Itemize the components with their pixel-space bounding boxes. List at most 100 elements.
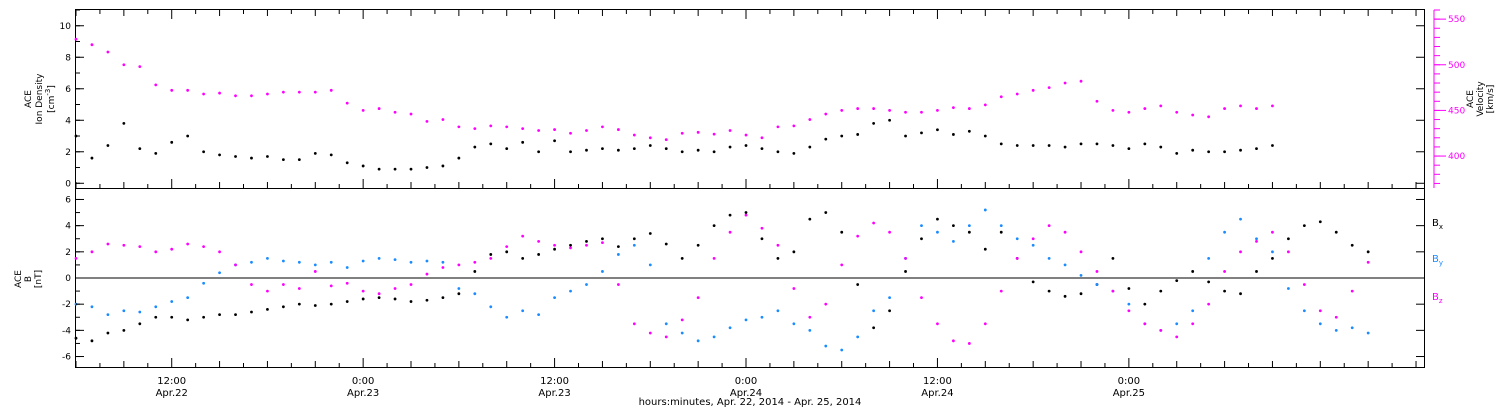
field-series-x-point: [760, 237, 764, 241]
top-right-axis: 400 450 500 550: [1433, 9, 1465, 188]
field-series-y-point: [425, 259, 429, 263]
top-series-0-point: [122, 122, 126, 125]
top-series-0-point: [266, 155, 269, 158]
top-series-0-point: [409, 167, 413, 171]
field-series-y-point: [776, 309, 780, 313]
top-series-1-point: [473, 127, 477, 131]
top-series-1-point: [281, 90, 285, 94]
top-series-0-point: [1111, 144, 1115, 147]
field-series-x-point: [616, 245, 620, 248]
x-axis-label: hours:minutes, Apr. 22, 2014 - Apr. 25, …: [639, 397, 862, 408]
density-label-line2: Ion Density: [35, 73, 45, 125]
field-series-z-point: [1350, 289, 1354, 293]
top-series-1-point: [792, 124, 796, 128]
top-series-1-point: [728, 129, 732, 132]
top-series-0-point: [808, 145, 812, 149]
field-series-z-point: [808, 315, 812, 319]
field-tick-label: 6: [65, 195, 71, 205]
density-tick-label: 6: [65, 85, 71, 95]
top-series-1-point: [1079, 79, 1083, 83]
top-series-0-point: [441, 164, 445, 168]
field-series-x-point: [888, 309, 891, 313]
density-tick-label: 8: [65, 53, 71, 63]
field-series-x-point: [1159, 289, 1163, 293]
field-series-z-point: [952, 339, 955, 343]
top-series-0-point: [1239, 148, 1242, 152]
field-series-y-point: [537, 313, 541, 317]
top-series-0-point: [202, 150, 206, 154]
velocity-tick-label: 450: [1448, 106, 1465, 116]
top-series-1-point: [297, 90, 301, 94]
field-series-z-point: [585, 243, 588, 247]
field-series-y-point: [1175, 322, 1179, 326]
top-series-0-point: [170, 140, 174, 144]
top-series-1-point: [840, 109, 844, 112]
field-series-x-point: [409, 300, 413, 303]
field-series-z-point: [202, 245, 206, 248]
top-series-0-point: [792, 151, 796, 155]
field-tick-label: 2: [65, 248, 71, 258]
field-series-z-point: [616, 283, 620, 286]
field-series-y-point: [377, 256, 381, 260]
field-series-y-point: [1255, 237, 1258, 241]
bottom-left-axis: -6 -4 -2 0 2 4 6: [62, 195, 1424, 363]
field-series-x-point: [1271, 256, 1274, 260]
field-series-y-point: [1223, 230, 1226, 234]
field-series-x-point: [1318, 220, 1322, 224]
field-series-x-point: [234, 313, 237, 317]
time-tick-date: Apr.23: [538, 388, 570, 399]
field-series-x-point: [776, 256, 780, 260]
field-series-x-point: [154, 315, 158, 319]
top-series-0-point: [712, 150, 716, 154]
field-series-z-point: [680, 318, 684, 322]
legend-bx: Bx: [1432, 218, 1443, 231]
field-series-y-point: [281, 259, 285, 263]
density-tick-label: 10: [60, 22, 72, 32]
field-series-x-point: [856, 283, 860, 286]
top-series-0-point: [616, 148, 620, 152]
field-series-z-point: [601, 241, 604, 245]
top-series-0-point: [234, 155, 237, 158]
field-series-x-point: [712, 224, 716, 228]
field-series-z-point: [1318, 309, 1322, 313]
field-series-x-point: [664, 242, 668, 246]
field-series-z-point: [345, 281, 349, 285]
field-unit-label: [nT]: [34, 270, 44, 288]
field-series-z-point: [1207, 302, 1211, 306]
field-series-y-point: [824, 344, 828, 348]
top-series-0-point: [281, 158, 285, 162]
field-series-z-point: [297, 287, 301, 290]
top-series-1-point: [1239, 104, 1242, 108]
field-series-y-point: [441, 260, 445, 264]
field-series-y-point: [505, 315, 509, 319]
field-series-z-point: [824, 302, 828, 306]
field-series-z-point: [521, 234, 525, 238]
field-series-y-point: [202, 281, 206, 285]
field-series-x-point: [170, 315, 174, 319]
top-series-0-point: [760, 147, 764, 151]
time-tick-label: 12:00: [540, 376, 569, 387]
top-series-0-point: [537, 150, 541, 154]
field-series-z-point: [1287, 250, 1290, 254]
top-series-0-point: [920, 131, 923, 135]
field-series-x-point: [266, 308, 269, 311]
top-series-0-point: [106, 144, 110, 147]
top-series-0-point: [1031, 144, 1035, 147]
field-series-z-point: [696, 296, 700, 300]
field-series-y-point: [585, 283, 588, 286]
field-series-z-point: [138, 245, 142, 248]
time-tick-date: Apr.22: [156, 388, 188, 399]
top-series-0-point: [1015, 144, 1019, 147]
top-series-0-point: [345, 161, 349, 165]
top-series-1-point: [154, 83, 158, 87]
field-tick-label: 4: [65, 222, 71, 232]
top-series-0-point: [696, 148, 700, 152]
field-series-z-point: [904, 256, 907, 260]
time-tick-date: Apr.25: [1113, 388, 1145, 399]
field-series-y-point: [489, 305, 493, 309]
time-tick-label: 12:00: [157, 376, 186, 387]
field-series-z-point: [1079, 250, 1083, 254]
field-series-z-point: [1223, 270, 1226, 273]
field-series-x-point: [138, 322, 142, 326]
field-series-x-point: [1143, 302, 1147, 306]
